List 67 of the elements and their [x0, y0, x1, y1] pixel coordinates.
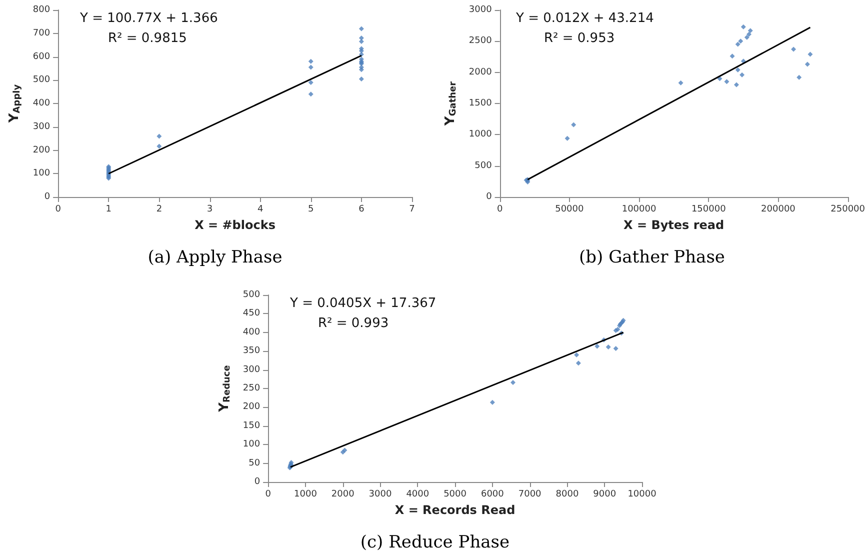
y-tick-label: 450 — [242, 308, 260, 319]
y-tick-label: 1000 — [468, 130, 492, 140]
x-tick-label: 9000 — [593, 490, 616, 500]
annotation: Y = 0.012X + 43.214 — [515, 11, 654, 26]
text: (c) Reduce Phase — [360, 532, 510, 552]
y-tick-label: 350 — [242, 346, 260, 356]
x-tick-label: 100000 — [622, 204, 656, 214]
y-axis-title: YReduce — [217, 365, 232, 413]
y-tick-label: 1500 — [468, 98, 492, 108]
x-tick-label: 7000 — [518, 490, 542, 500]
y-axis-title: YApply — [7, 84, 22, 124]
y-tick-label: 500 — [32, 75, 50, 86]
x-tick-label: 4000 — [406, 490, 430, 500]
text: (a) Apply Phase — [148, 248, 282, 268]
y-tick-label: 400 — [242, 327, 260, 338]
x-tick-label: 3 — [206, 204, 213, 214]
x-axis-title: X = #blocks — [194, 218, 276, 232]
annotation: R² = 0.993 — [318, 316, 389, 331]
x-tick-label: 0 — [265, 490, 272, 500]
x-tick-label: 7 — [409, 204, 415, 214]
y-tick-label: 700 — [32, 28, 50, 38]
y-tick-label: 200 — [242, 402, 260, 412]
y-tick-label: 0 — [44, 192, 50, 202]
x-tick-label: 1 — [106, 204, 112, 214]
x-tick-label: 50000 — [555, 204, 584, 214]
x-tick-label: 2 — [156, 204, 162, 214]
y-tick-label: 300 — [242, 364, 260, 375]
x-tick-label: 1000 — [294, 490, 318, 500]
x-tick-label: 5000 — [444, 490, 467, 500]
annotation: R² = 0.9815 — [108, 31, 187, 46]
y-tick-label: 100 — [32, 168, 50, 179]
x-tick-label: 5 — [308, 204, 314, 214]
x-tick-label: 200000 — [761, 204, 796, 214]
x-axis-title: X = Bytes read — [624, 218, 724, 232]
x-tick-label: 10000 — [628, 490, 657, 500]
y-tick-label: 500 — [242, 290, 260, 300]
x-tick-label: 6000 — [480, 490, 504, 500]
y-tick-label: 3000 — [468, 5, 492, 15]
annotation: R² = 0.953 — [544, 31, 615, 46]
y-tick-label: 800 — [32, 5, 50, 15]
x-tick-label: 3000 — [368, 490, 392, 500]
y-tick-label: 0 — [486, 192, 492, 202]
y-tick-label: 0 — [254, 477, 260, 487]
y-tick-label: 50 — [248, 458, 260, 468]
x-tick-label: 0 — [55, 204, 62, 214]
x-tick-label: 6 — [358, 204, 365, 214]
y-tick-label: 2000 — [468, 67, 492, 78]
x-tick-label: 0 — [496, 204, 503, 214]
x-tick-label: 8000 — [556, 490, 579, 500]
x-tick-label: 250000 — [830, 204, 866, 214]
x-tick-label: 150000 — [691, 204, 726, 214]
x-axis-title: X = Records Read — [394, 503, 516, 517]
x-tick-label: 4 — [257, 204, 264, 214]
y-axis-title: YGather — [443, 80, 458, 127]
y-tick-label: 200 — [32, 145, 50, 156]
x-tick-label: 2000 — [331, 490, 355, 500]
y-tick-label: 100 — [242, 440, 260, 450]
y-tick-label: 300 — [32, 122, 50, 132]
annotation: Y = 0.0405X + 17.367 — [289, 296, 436, 311]
y-tick-label: 150 — [242, 420, 260, 431]
y-tick-label: 2500 — [468, 36, 492, 46]
annotation: Y = 100.77X + 1.366 — [79, 11, 218, 26]
text: (b) Gather Phase — [579, 248, 725, 268]
y-tick-label: 250 — [242, 384, 260, 394]
y-tick-label: 500 — [474, 160, 492, 171]
y-tick-label: 600 — [32, 52, 50, 62]
y-tick-label: 400 — [32, 98, 50, 108]
